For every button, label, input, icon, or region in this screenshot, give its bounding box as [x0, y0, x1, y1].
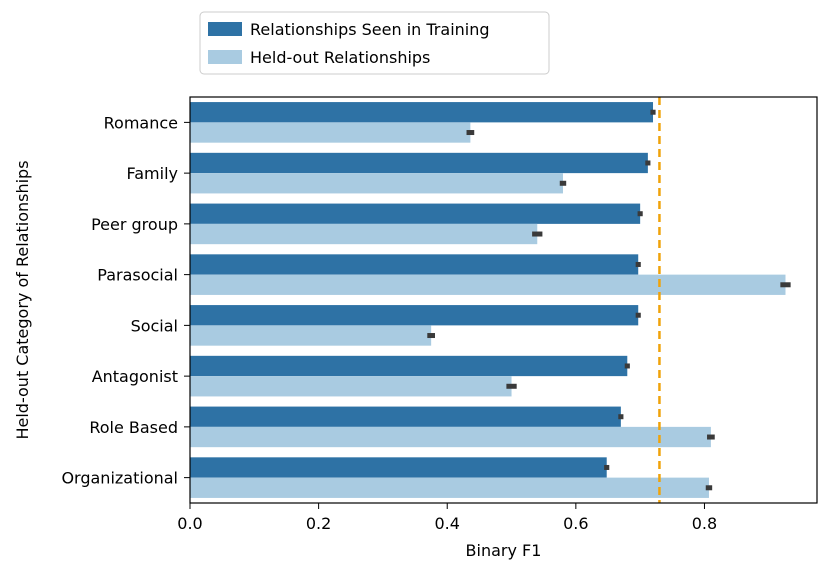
y-tick-label: Parasocial — [97, 266, 178, 285]
plot-area — [189, 96, 818, 504]
bar-heldout-6 — [190, 426, 711, 448]
bar-seen-7 — [190, 457, 607, 478]
bar-heldout-3 — [190, 274, 786, 295]
bar-heldout-7 — [190, 477, 709, 498]
legend: Relationships Seen in Training Held-out R… — [199, 11, 550, 75]
x-tick-label: 0.6 — [563, 514, 588, 533]
bar-seen-2 — [190, 203, 641, 224]
bar-seen-4 — [190, 305, 639, 326]
y-tick-label: Social — [131, 316, 178, 335]
y-tick-label: Organizational — [61, 469, 178, 488]
bar-seen-6 — [190, 406, 621, 427]
legend-swatch-heldout — [208, 50, 242, 64]
y-tick-label: Antagonist — [92, 367, 178, 386]
y-tick-label: Peer group — [91, 215, 178, 234]
bar-seen-5 — [190, 355, 628, 377]
y-tick-label: Role Based — [89, 418, 178, 437]
x-tick-label: 0.4 — [435, 514, 460, 533]
y-axis-title: Held-out Category of Relationships — [13, 160, 32, 439]
x-tick-label: 0.0 — [177, 514, 202, 533]
legend-box — [199, 11, 550, 75]
y-axis-ticks: Romance Family Peer group Parasocial Social A… — [61, 113, 190, 488]
y-tick-label: Romance — [104, 113, 178, 132]
bar-heldout-4 — [190, 325, 432, 346]
legend-label-heldout: Held-out Relationships — [250, 48, 430, 67]
bar-seen-3 — [190, 254, 639, 275]
bar-heldout-0 — [190, 122, 471, 143]
legend-label-seen: Relationships Seen in Training — [250, 20, 490, 39]
bar-heldout-1 — [190, 173, 563, 194]
bar-heldout-5 — [190, 376, 512, 397]
bar-heldout-2 — [190, 223, 538, 245]
plot-frame — [189, 96, 818, 504]
x-tick-label: 0.8 — [692, 514, 717, 533]
bar-seen-0 — [190, 102, 654, 123]
x-axis-title: Binary F1 — [466, 541, 542, 560]
legend-swatch-seen — [208, 22, 242, 36]
x-tick-label: 0.2 — [306, 514, 331, 533]
y-tick-label: Family — [127, 164, 178, 183]
x-axis-ticks: 0.0 0.2 0.4 0.6 0.8 — [177, 503, 717, 533]
bar-seen-1 — [190, 152, 648, 174]
